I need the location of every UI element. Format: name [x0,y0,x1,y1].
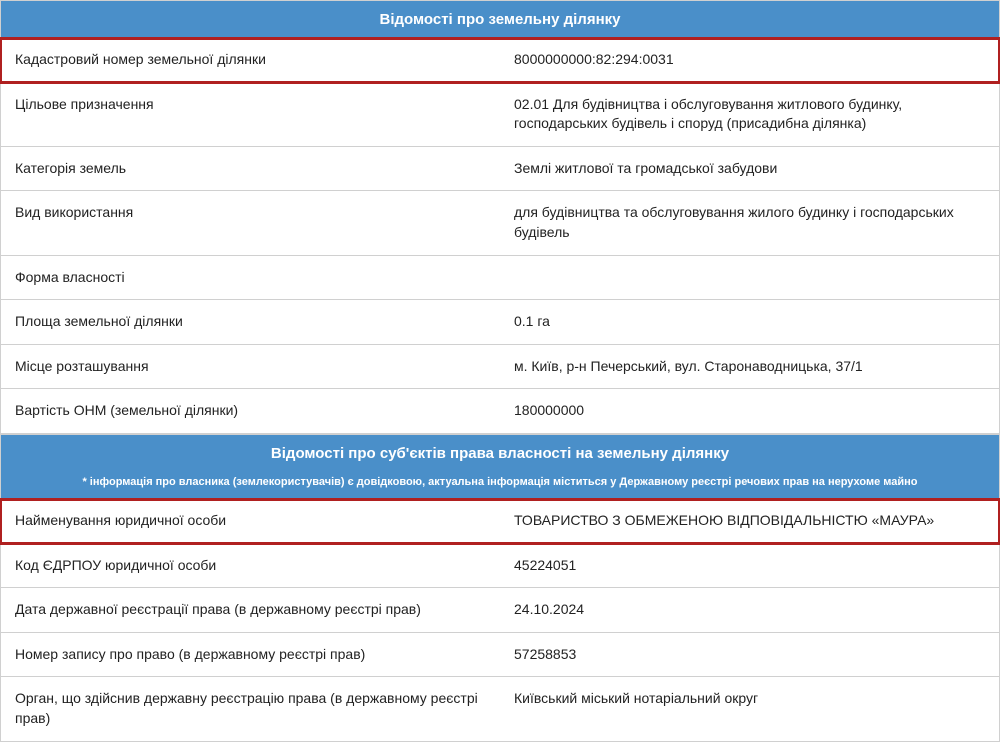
label-ownership-form: Форма власності [1,256,500,300]
row-cost: Вартість ОНМ (земельної ділянки) 1800000… [0,389,1000,434]
row-reg-date: Дата державної реєстрації права (в держа… [0,588,1000,633]
row-category: Категорія земель Землі житлової та грома… [0,147,1000,192]
row-area: Площа земельної ділянки 0.1 га [0,300,1000,345]
value-cost: 180000000 [500,389,999,433]
label-edrpou: Код ЄДРПОУ юридичної особи [1,544,500,588]
section1-header: Відомості про земельну ділянку [0,0,1000,38]
land-info-container: Відомості про земельну ділянку Кадастров… [0,0,1000,742]
label-cadastral-number: Кадастровий номер земельної ділянки [1,38,500,82]
row-cadastral-number: Кадастровий номер земельної ділянки 8000… [0,38,1000,83]
label-cost: Вартість ОНМ (земельної ділянки) [1,389,500,433]
label-usage: Вид використання [1,191,500,254]
label-area: Площа земельної ділянки [1,300,500,344]
value-category: Землі житлової та громадської забудови [500,147,999,191]
label-reg-date: Дата державної реєстрації права (в держа… [1,588,500,632]
value-cadastral-number: 8000000000:82:294:0031 [500,38,999,82]
label-category: Категорія земель [1,147,500,191]
value-usage: для будівництва та обслуговування жилого… [500,191,999,254]
value-reg-authority: Київський міський нотаріальний округ [500,677,999,740]
value-record-number: 57258853 [500,633,999,677]
row-reg-authority: Орган, що здійснив державну реєстрацію п… [0,677,1000,741]
value-reg-date: 24.10.2024 [500,588,999,632]
section2-header: Відомості про суб'єктів права власності … [0,434,1000,472]
row-usage: Вид використання для будівництва та обсл… [0,191,1000,255]
label-record-number: Номер запису про право (в державному реє… [1,633,500,677]
row-location: Місце розташування м. Київ, р-н Печерськ… [0,345,1000,390]
value-purpose: 02.01 Для будівництва і обслуговування ж… [500,83,999,146]
label-purpose: Цільове призначення [1,83,500,146]
label-reg-authority: Орган, що здійснив державну реєстрацію п… [1,677,500,740]
value-edrpou: 45224051 [500,544,999,588]
value-legal-name: ТОВАРИСТВО З ОБМЕЖЕНОЮ ВІДПОВІДАЛЬНІСТЮ … [500,499,999,543]
row-ownership-form: Форма власності [0,256,1000,301]
label-legal-name: Найменування юридичної особи [1,499,500,543]
value-location: м. Київ, р-н Печерський, вул. Старонавод… [500,345,999,389]
section2-subheader: * інформація про власника (землекористув… [0,472,1000,499]
row-edrpou: Код ЄДРПОУ юридичної особи 45224051 [0,544,1000,589]
value-ownership-form [500,256,999,300]
row-record-number: Номер запису про право (в державному реє… [0,633,1000,678]
label-location: Місце розташування [1,345,500,389]
row-purpose: Цільове призначення 02.01 Для будівництв… [0,83,1000,147]
row-legal-name: Найменування юридичної особи ТОВАРИСТВО … [0,499,1000,544]
value-area: 0.1 га [500,300,999,344]
